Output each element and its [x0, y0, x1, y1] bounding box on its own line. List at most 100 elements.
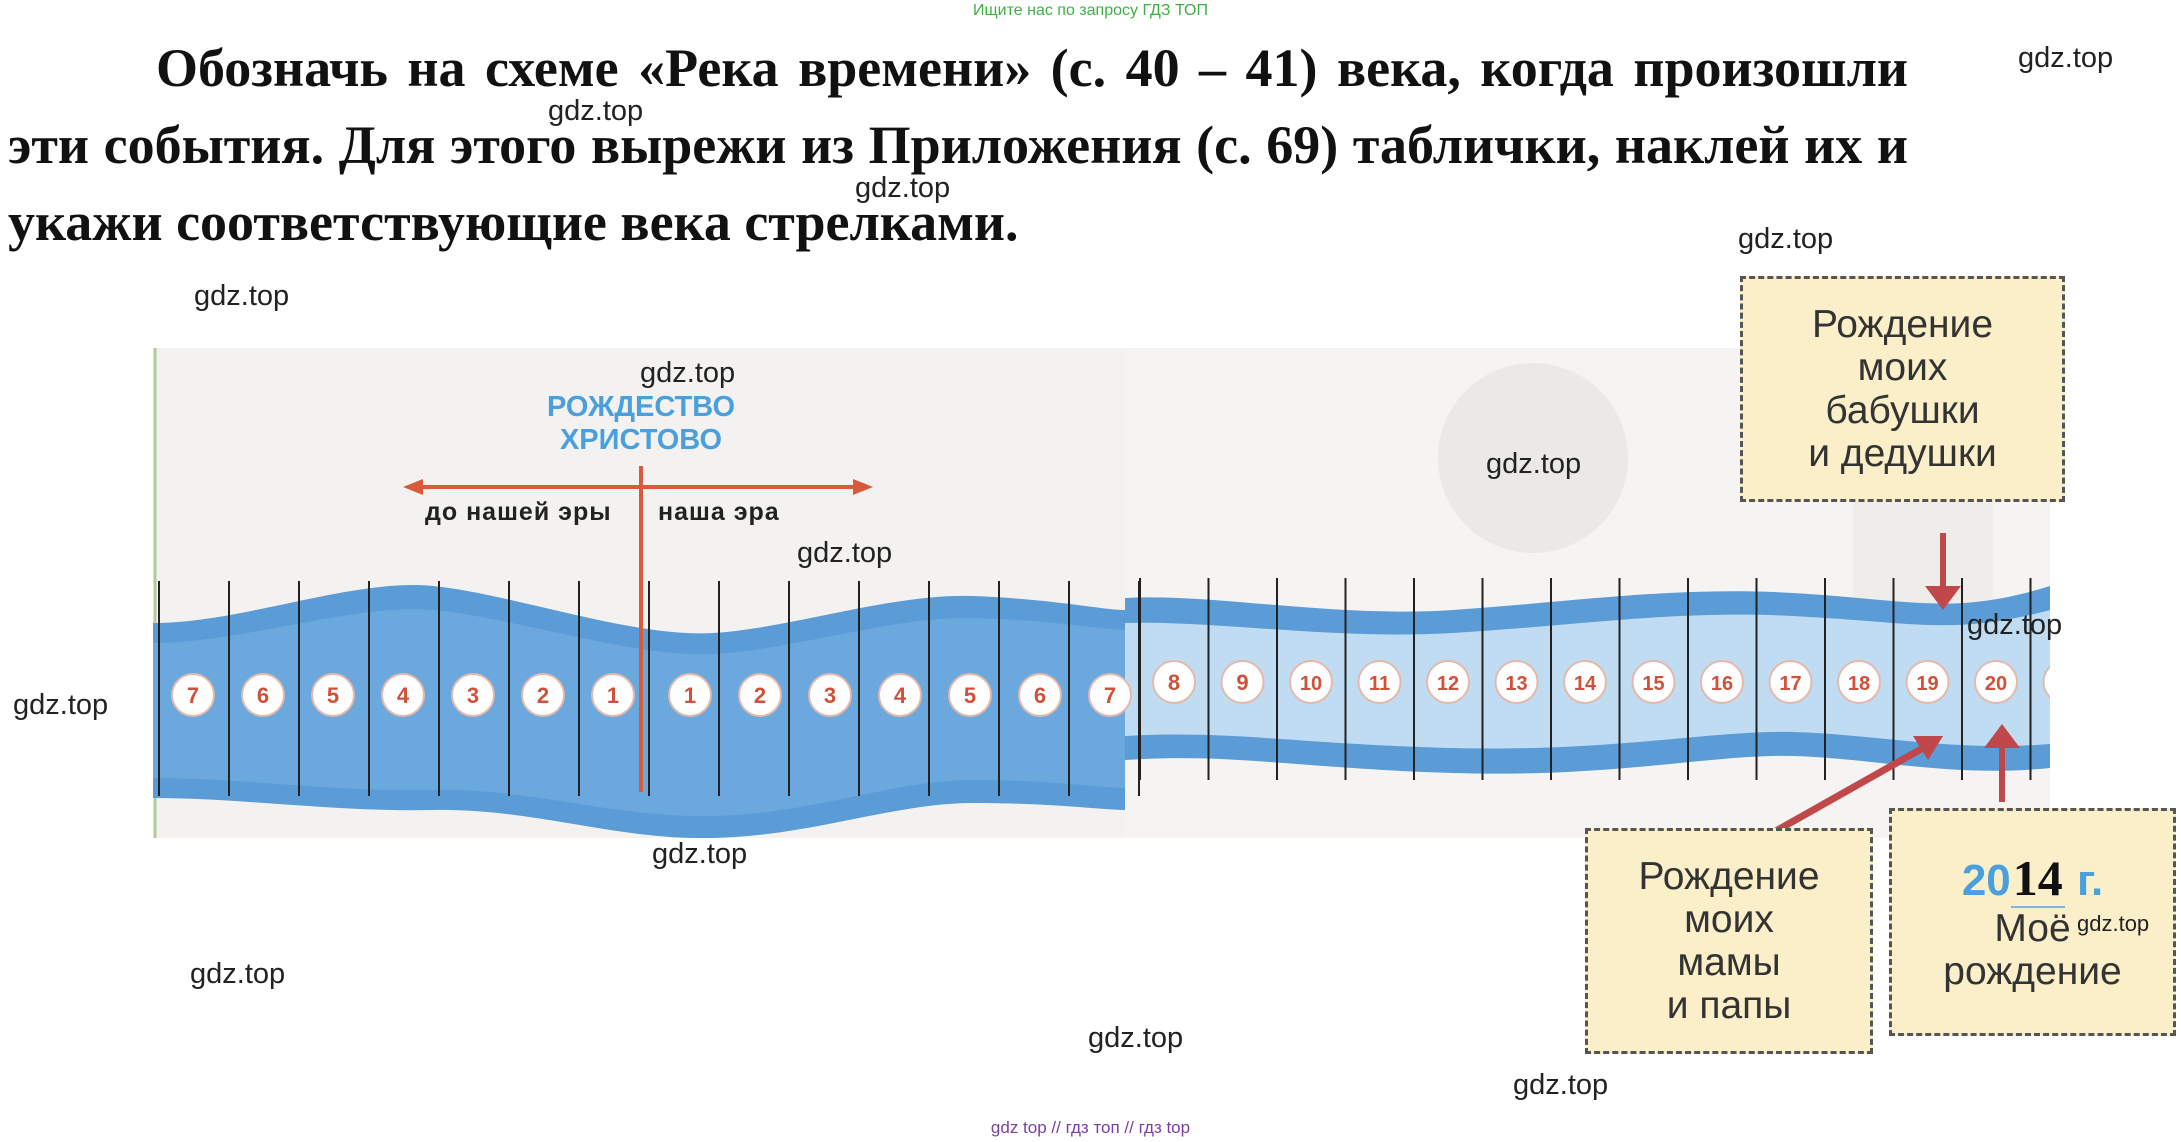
arrow-grandparents	[1925, 533, 1961, 610]
ad-century-5: 5	[948, 673, 992, 717]
era-arrow-right-head	[853, 479, 873, 495]
century-circle	[241, 673, 285, 717]
note-my-birth-year: 2014 г.	[1961, 849, 2104, 908]
note-grandparents-line2: моих	[1857, 346, 1948, 389]
century-number: 2	[537, 683, 549, 708]
ad-century-6: 6	[1018, 673, 1062, 717]
year-prefix: 20	[1961, 855, 2011, 905]
century-number: 19	[1916, 673, 1938, 695]
century-number: 15	[1642, 673, 1664, 695]
watermark: gdz.top	[797, 537, 893, 569]
christ-label-line1: РОЖДЕСТВО	[547, 391, 735, 423]
century-number: 2	[754, 683, 766, 708]
ad-century-14: 14	[1563, 660, 1607, 704]
watermark: gdz.top	[640, 357, 736, 389]
century-circle	[1018, 673, 1062, 717]
watermark: gdz.top	[2077, 911, 2150, 936]
century-circle	[591, 673, 635, 717]
note-my-birth-line2: рождение	[1943, 949, 2122, 993]
top-banner[interactable]: Ищите нас по запросу ГДЗ ТОП	[973, 2, 1208, 19]
bc-century-5: 5	[311, 673, 355, 717]
note-parents-line3: мамы	[1677, 941, 1781, 984]
ad-century-20: 20	[1974, 660, 2018, 704]
watermark: gdz.top	[1967, 609, 2063, 641]
ad-century-4: 4	[878, 673, 922, 717]
faded-picture	[1438, 363, 1628, 553]
ad-century-16: 16	[1700, 660, 1744, 704]
century-circle	[1631, 660, 1676, 704]
century-number: 18	[1848, 673, 1870, 695]
century-number: 8	[1168, 670, 1180, 695]
century-circle	[1494, 660, 1539, 704]
note-grandparents-line4: и дедушки	[1808, 432, 1997, 475]
century-number: 3	[824, 683, 836, 708]
century-number: 20	[1985, 673, 2007, 695]
note-parents: Рождение моих мамы и папы	[1585, 828, 1873, 1054]
note-grandparents-line3: бабушки	[1825, 389, 1980, 432]
century-number: 5	[327, 683, 339, 708]
century-circle	[1426, 660, 1470, 704]
century-number: 4	[397, 683, 410, 708]
century-number: 7	[187, 683, 199, 708]
ad-century-13: 13	[1494, 660, 1539, 704]
bc-century-markers: 7 6 5 4 3 2 1	[171, 673, 635, 717]
century-circle	[808, 673, 852, 717]
century-number: 3	[467, 683, 479, 708]
ad-century-1: 1	[668, 673, 712, 717]
year-written: 14	[2010, 849, 2065, 908]
ad-century-2: 2	[738, 673, 782, 717]
century-ticks	[158, 578, 2100, 796]
note-parents-line1: Рождение	[1638, 855, 1820, 898]
century-circle	[668, 673, 712, 717]
arrow-me	[1984, 724, 2020, 802]
watermark: gdz.top	[548, 95, 644, 127]
task-text: Обозначь на схеме «Река времени» (с. 40 …	[8, 38, 1908, 252]
bc-century-2: 2	[521, 673, 565, 717]
ad-century-12: 12	[1426, 660, 1470, 704]
ad-label: наша эра	[658, 498, 780, 526]
bc-century-3: 3	[451, 673, 495, 717]
century-number: 17	[1779, 673, 1801, 695]
footer-links[interactable]: gdz top // гдз топ // гдз top	[990, 1118, 1191, 1137]
note-grandparents-line1: Рождение	[1811, 303, 1994, 346]
century-number: 11	[1369, 673, 1390, 695]
century-number: 1	[607, 683, 619, 708]
note-grandparents: Рождение моих бабушки и дедушки	[1740, 276, 2065, 502]
ad-century-8: 8	[1152, 660, 1196, 704]
century-circle	[1837, 660, 1881, 704]
year-suffix: г.	[2077, 855, 2104, 905]
century-number: 16	[1711, 673, 1733, 695]
century-circle	[1357, 660, 1402, 704]
century-number: 12	[1437, 673, 1459, 695]
ad-century-7: 7	[1088, 673, 1132, 717]
ad-century-17: 17	[1768, 660, 1813, 704]
note-parents-line2: моих	[1684, 898, 1774, 941]
century-number: 7	[1104, 683, 1116, 708]
century-circle	[451, 673, 495, 717]
century-number: 1	[684, 683, 696, 708]
century-circle	[1563, 660, 1607, 704]
watermark: gdz.top	[194, 280, 290, 312]
century-circle	[738, 673, 782, 717]
century-circle	[171, 673, 215, 717]
century-circle	[1768, 660, 1813, 704]
century-number: 10	[1300, 673, 1322, 695]
century-number: 5	[964, 683, 976, 708]
bc-century-4: 4	[381, 673, 425, 717]
watermark: gdz.top	[2018, 42, 2114, 74]
bc-century-1: 1	[591, 673, 635, 717]
note-my-birth-line1: Моё	[1994, 906, 2071, 950]
christ-label-line2: ХРИСТОВО	[560, 424, 722, 456]
watermark: gdz.top	[1738, 223, 1834, 255]
bc-century-6: 6	[241, 673, 285, 717]
ad-century-18: 18	[1837, 660, 1881, 704]
century-circle	[1152, 660, 1196, 704]
century-circle	[1905, 660, 1950, 704]
century-number: 4	[894, 683, 907, 708]
century-number: 9	[1236, 670, 1248, 695]
arrow-parents	[1765, 736, 1943, 840]
ad-century-9: 9	[1220, 660, 1265, 704]
century-number: 6	[257, 683, 269, 708]
watermark: gdz.top	[652, 838, 748, 870]
era-arrow-left-head	[403, 479, 423, 495]
